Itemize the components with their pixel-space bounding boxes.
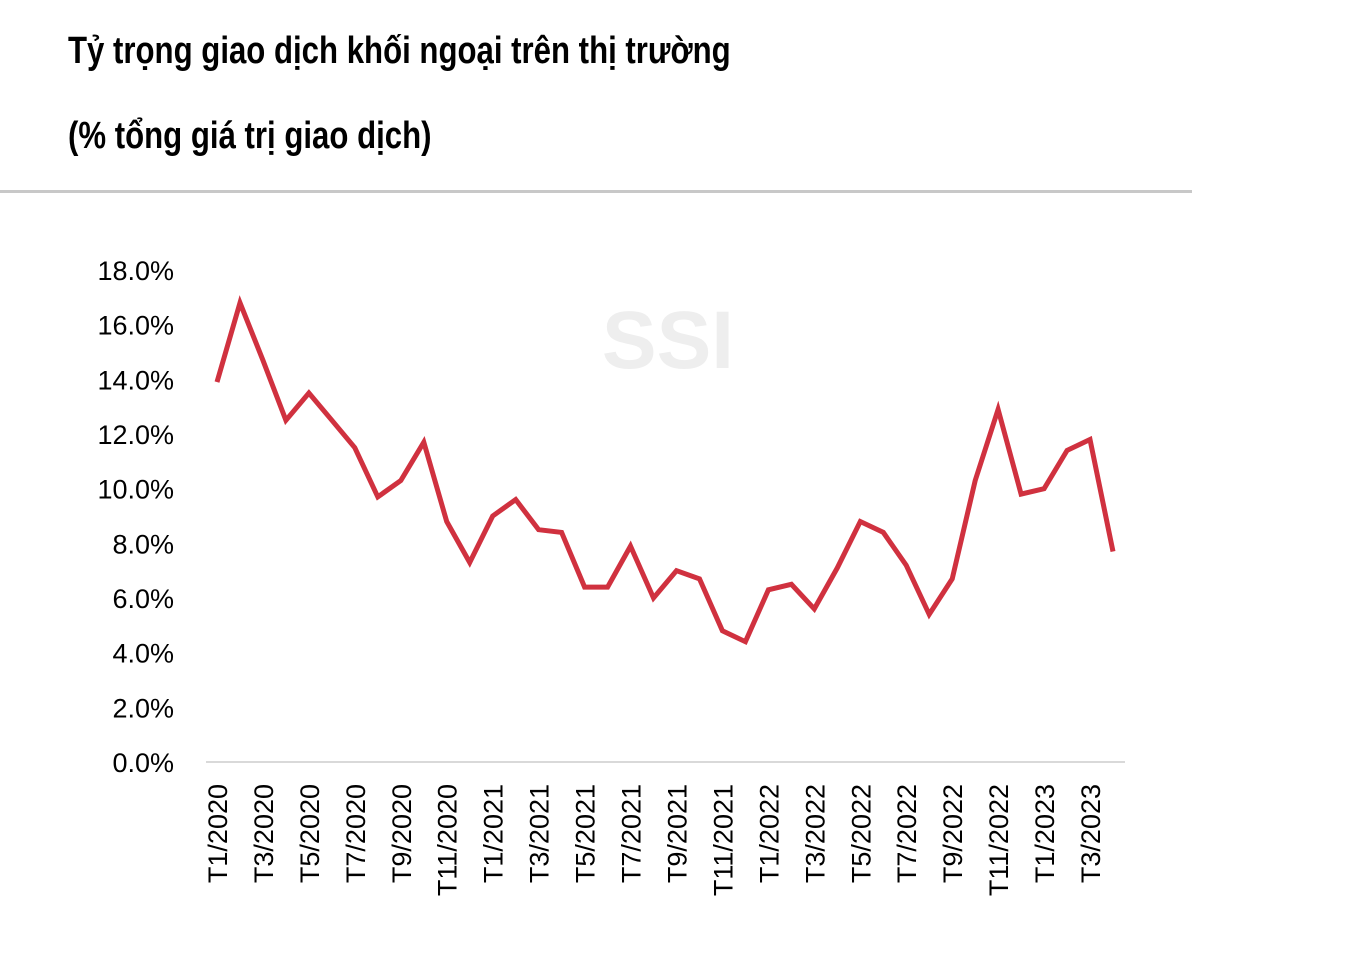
series-line — [214, 295, 1116, 646]
x-tick-label: T1/2022 — [754, 784, 784, 883]
x-tick-label: T11/2022 — [984, 784, 1014, 896]
y-tick-label: 0.0% — [112, 748, 174, 778]
y-tick-label: 4.0% — [112, 639, 174, 669]
chart-title-line-1: Tỷ trọng giao dịch khối ngoại trên thị t… — [68, 30, 731, 72]
y-tick-label: 10.0% — [97, 475, 174, 505]
y-tick-label: 16.0% — [97, 311, 174, 341]
y-tick-label: 6.0% — [112, 584, 174, 614]
y-tick-label: 12.0% — [97, 420, 174, 450]
x-tick-label: T3/2020 — [249, 784, 279, 883]
y-axis: 0.0% 2.0% 4.0% 6.0% 8.0% 10.0% 12.0% 14.0% 16.0%… — [97, 256, 174, 778]
x-tick-label: T9/2021 — [662, 784, 692, 883]
x-axis: T1/2020 T3/2020 T5/2020 T7/2020 T9/2020 T11/2… — [203, 761, 1125, 896]
x-tick-label: T9/2020 — [387, 784, 417, 883]
x-tick-label: T11/2021 — [708, 784, 738, 896]
x-tick-label: T3/2021 — [525, 784, 555, 883]
series-group — [214, 295, 1116, 646]
x-tick-label: T9/2022 — [938, 784, 968, 883]
x-tick-label: T11/2020 — [433, 784, 463, 896]
y-tick-label: 18.0% — [97, 256, 174, 286]
x-tick-label: T5/2022 — [846, 784, 876, 883]
x-tick-label: T7/2022 — [892, 784, 922, 883]
x-tick-label: T5/2020 — [295, 784, 325, 883]
watermark: SSI — [602, 295, 734, 386]
x-tick-label: T1/2021 — [479, 784, 509, 883]
chart-title-line-2: (% tổng giá trị giao dịch) — [68, 115, 432, 157]
y-tick-label: 14.0% — [97, 365, 174, 395]
x-tick-label: T7/2021 — [617, 784, 647, 883]
x-tick-label: T1/2020 — [203, 784, 233, 883]
x-tick-label: T3/2023 — [1076, 784, 1106, 883]
x-tick-label: T7/2020 — [341, 784, 371, 883]
x-tick-label: T1/2023 — [1030, 784, 1060, 883]
x-tick-label: T5/2021 — [571, 784, 601, 883]
x-tick-label: T3/2022 — [800, 784, 830, 883]
y-tick-label: 8.0% — [112, 529, 174, 559]
header-divider — [0, 190, 1192, 193]
y-tick-label: 2.0% — [112, 693, 174, 723]
